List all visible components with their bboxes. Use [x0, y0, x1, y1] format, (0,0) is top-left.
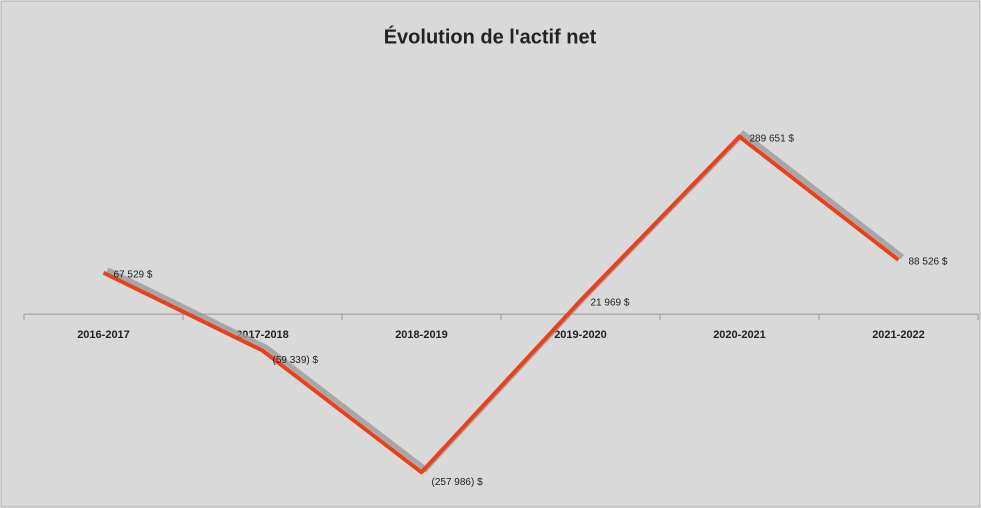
data-label: 21 969 $ — [591, 297, 630, 308]
data-label: 67 529 $ — [114, 269, 153, 280]
x-tick-label: 2016-2017 — [77, 329, 130, 341]
data-label: 289 651 $ — [750, 133, 795, 144]
data-label: (257 986) $ — [432, 477, 484, 488]
x-tick-label: 2019-2020 — [554, 329, 607, 341]
data-label: (59 339) $ — [273, 355, 319, 366]
chart-title: Évolution de l'actif net — [384, 25, 597, 48]
x-tick-label: 2018-2019 — [395, 329, 448, 341]
data-label: 88 526 $ — [909, 257, 948, 268]
line — [102, 134, 900, 475]
x-tick-label: 2021-2022 — [872, 329, 925, 341]
x-tick-label: 2020-2021 — [713, 329, 766, 341]
